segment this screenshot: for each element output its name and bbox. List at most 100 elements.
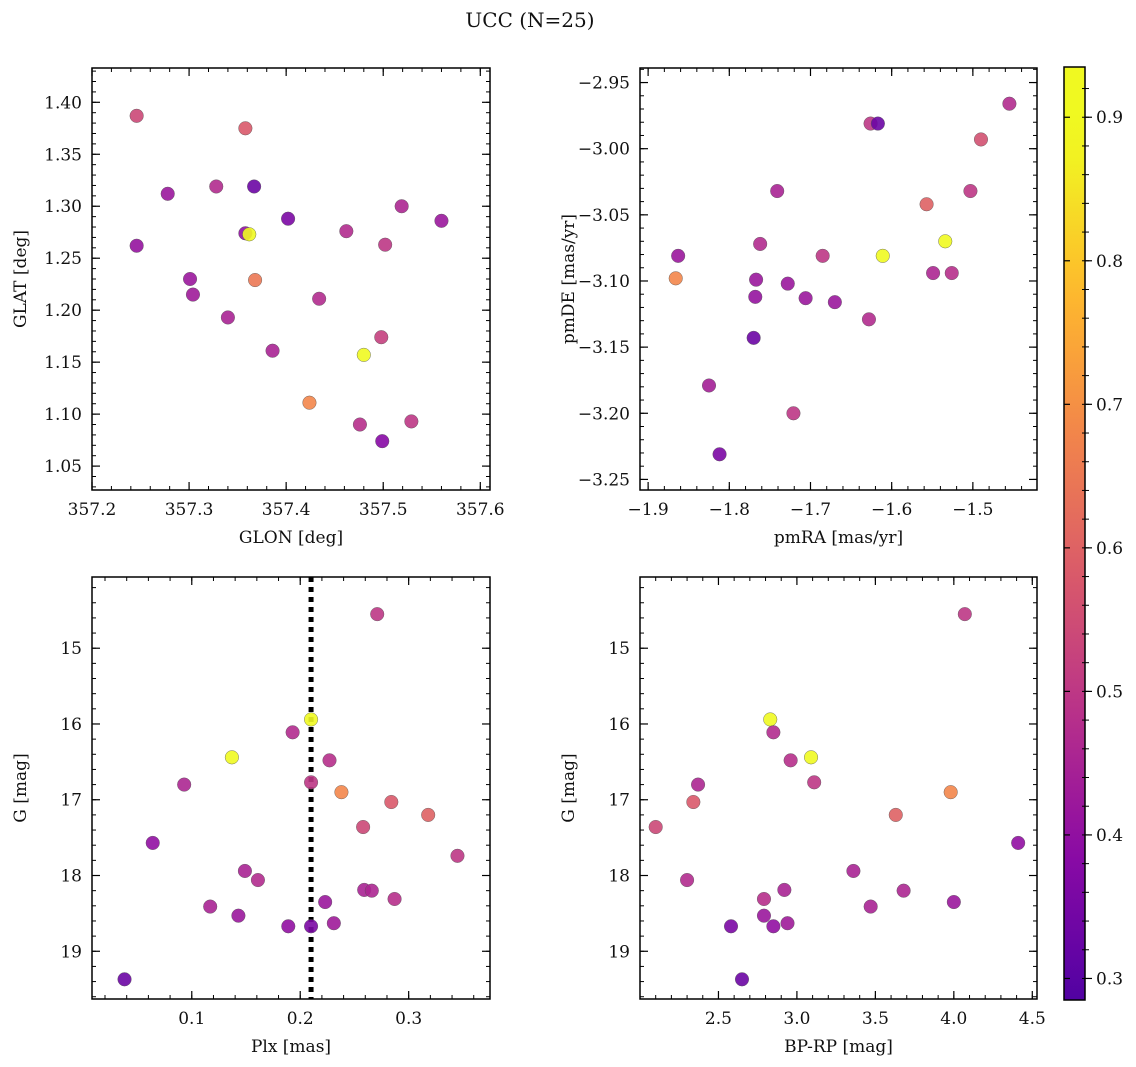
- y-tick-label: −3.05: [578, 206, 630, 226]
- data-point: [846, 863, 861, 878]
- y-axis-label: GLAT [deg]: [11, 230, 31, 328]
- y-tick-label: 16: [60, 715, 82, 735]
- axes-frame: [639, 576, 1038, 1000]
- data-point: [209, 179, 224, 194]
- data-point: [648, 820, 663, 835]
- y-tick-label: −3.10: [578, 272, 630, 292]
- data-point: [421, 807, 436, 822]
- x-axis-label: Plx [mas]: [251, 1037, 331, 1057]
- data-point: [724, 919, 739, 934]
- y-tick-label: −3.15: [578, 338, 630, 358]
- data-point: [973, 132, 988, 147]
- data-point: [375, 434, 390, 449]
- x-tick-label: −1.8: [709, 500, 750, 520]
- data-point: [237, 863, 252, 878]
- colorbar-tick-label: 0.8: [1096, 252, 1123, 272]
- data-point: [680, 873, 695, 888]
- x-tick-label: 0.1: [178, 1009, 205, 1029]
- panel-cmd: 2.5 3.0 3.5 4.0 4.5 15 16 17 18 19 BP-RP [mag] G [m…: [559, 576, 1046, 1057]
- data-point: [691, 777, 706, 792]
- data-point: [177, 777, 192, 792]
- x-tick-label: −1.6: [871, 500, 912, 520]
- x-tick-label: 357.2: [68, 500, 117, 520]
- colorbar: 0.3 0.4 0.5 0.6 0.7 0.8 0.9: [1063, 66, 1123, 1001]
- x-tick-label: −1.5: [952, 500, 993, 520]
- y-axis-label: pmDE [mas/yr]: [559, 214, 579, 344]
- data-point: [281, 919, 296, 934]
- x-axis-label: pmRA [mas/yr]: [774, 528, 903, 548]
- figure-title: UCC (N=25): [465, 8, 594, 32]
- data-point: [748, 289, 763, 304]
- data-point: [231, 908, 246, 923]
- y-axis-label: G [mag]: [559, 753, 579, 822]
- data-point: [827, 295, 842, 310]
- data-point: [304, 712, 319, 727]
- data-point: [364, 883, 379, 898]
- data-point: [384, 795, 399, 810]
- y-tick-label: 17: [60, 791, 82, 811]
- data-point: [780, 916, 795, 931]
- x-tick-label: 0.3: [395, 1009, 422, 1029]
- data-point: [1002, 96, 1017, 111]
- data-point: [734, 972, 749, 987]
- data-point: [129, 108, 144, 123]
- data-point: [185, 287, 200, 302]
- data-point: [224, 750, 239, 765]
- data-point: [242, 227, 257, 242]
- data-point: [265, 343, 280, 358]
- data-point: [938, 234, 953, 249]
- y-tick-label: 1.10: [44, 405, 82, 425]
- colorbar-tick-label: 0.3: [1096, 969, 1123, 989]
- data-point: [963, 184, 978, 199]
- data-point: [861, 312, 876, 327]
- axes-frame: [91, 576, 491, 1000]
- data-point: [394, 199, 409, 214]
- x-tick-label: 4.5: [1019, 1009, 1046, 1029]
- data-point: [129, 238, 144, 253]
- data-point: [668, 271, 683, 286]
- data-point: [798, 291, 813, 306]
- x-tick-label: 357.3: [165, 500, 214, 520]
- data-point: [145, 835, 160, 850]
- data-point: [160, 186, 175, 201]
- y-tick-label: 18: [60, 867, 82, 887]
- data-point: [780, 276, 795, 291]
- y-tick-label: 19: [60, 942, 82, 962]
- y-tick-label: −3.20: [578, 404, 630, 424]
- data-point: [756, 891, 771, 906]
- y-tick-label: 19: [608, 942, 630, 962]
- data-point: [888, 807, 903, 822]
- data-point: [334, 785, 349, 800]
- y-tick-label: 1.25: [44, 249, 82, 269]
- data-point: [804, 750, 819, 765]
- y-tick-label: 1.30: [44, 197, 82, 217]
- data-point: [786, 406, 801, 421]
- data-point: [943, 785, 958, 800]
- y-tick-label: −2.95: [578, 74, 630, 94]
- data-point: [763, 712, 778, 727]
- y-tick-label: −3.00: [578, 140, 630, 160]
- x-tick-label: 3.5: [862, 1009, 889, 1029]
- data-point: [671, 248, 686, 263]
- data-point: [404, 414, 419, 429]
- data-point: [766, 725, 781, 740]
- y-tick-label: 1.40: [44, 93, 82, 113]
- panel-plx-g: 0.1 0.2 0.3 15 16 17 18 19 Plx [mas] G [mag]: [11, 576, 491, 1057]
- data-point: [285, 725, 300, 740]
- data-point: [248, 273, 263, 288]
- data-point: [238, 121, 253, 136]
- data-point: [783, 753, 798, 768]
- data-point: [304, 775, 319, 790]
- colorbar-tick-label: 0.4: [1096, 826, 1123, 846]
- data-point: [863, 899, 878, 914]
- y-tick-label: 18: [608, 867, 630, 887]
- x-tick-label: 0.2: [287, 1009, 314, 1029]
- x-tick-label: 357.4: [262, 500, 311, 520]
- data-point: [250, 873, 265, 888]
- x-tick-label: 357.6: [456, 500, 505, 520]
- data-point: [450, 848, 465, 863]
- data-point: [352, 417, 367, 432]
- data-point: [1011, 835, 1026, 850]
- panel-pm: −1.9 −1.8 −1.7 −1.6 −1.5 −3.25 −3.20 −3.15 −3.10…: [559, 67, 1038, 548]
- colorbar-tick-label: 0.6: [1096, 539, 1123, 559]
